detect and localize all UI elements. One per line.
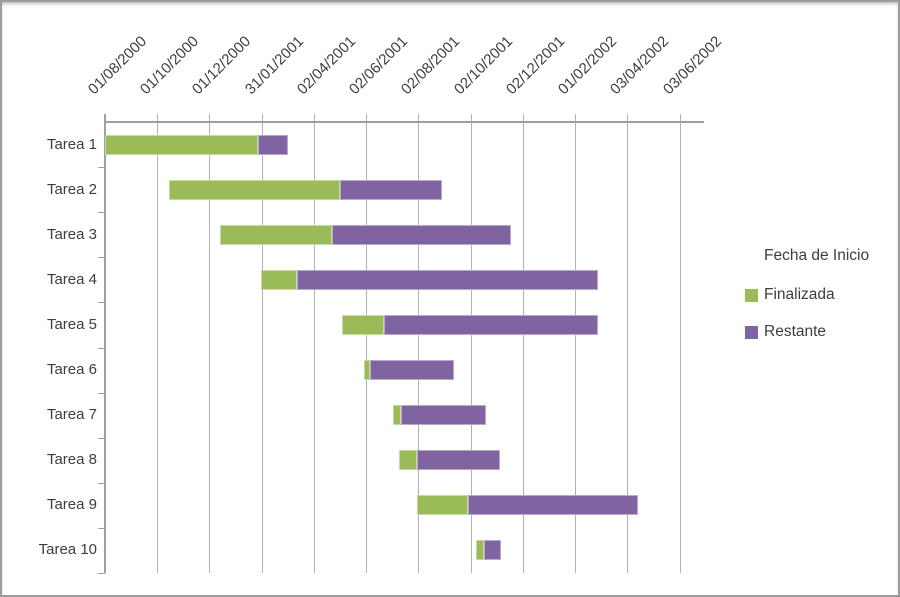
y-axis-tick (98, 302, 105, 304)
gridline (627, 114, 629, 573)
gantt-bar-restante (369, 360, 455, 381)
y-axis-label: Tarea 7 (46, 406, 97, 424)
y-axis-tick (98, 167, 105, 169)
gantt-bar-restante (468, 495, 639, 516)
y-axis-label: Tarea 5 (46, 315, 97, 333)
y-axis-label: Tarea 8 (46, 451, 97, 469)
gridline (522, 114, 524, 573)
legend-item-finalizada: Finalizada (745, 286, 897, 304)
gantt-bar-finalizada (169, 179, 340, 200)
y-axis-tick (98, 392, 105, 394)
gridline (470, 114, 472, 573)
gridline (679, 114, 681, 573)
gantt-bar-finalizada (398, 450, 417, 471)
gantt-bar-restante (484, 540, 501, 561)
gantt-bar-finalizada (219, 224, 332, 245)
y-axis-label: Tarea 6 (46, 361, 97, 379)
gantt-bar-finalizada (260, 269, 297, 290)
gantt-bar-restante (339, 179, 443, 200)
legend-item-label: Finalizada (764, 286, 835, 303)
legend-title: Fecha de Inicio (764, 247, 870, 264)
y-axis-label: Tarea 4 (46, 270, 97, 288)
y-axis-tick (98, 573, 105, 574)
y-axis-label: Tarea 3 (46, 225, 97, 243)
gantt-bar-finalizada (416, 495, 469, 516)
y-axis-tick (98, 527, 105, 529)
y-axis-tick (98, 212, 105, 214)
gantt-bar-finalizada (392, 405, 402, 426)
gantt-bar-finalizada (475, 540, 485, 561)
legend-item-restante: Restante (745, 323, 897, 341)
gridline (261, 114, 263, 573)
gantt-bar-restante (416, 450, 500, 471)
y-axis-tick (98, 482, 105, 484)
gantt-bar-finalizada (364, 360, 370, 381)
gridline (575, 114, 577, 573)
gantt-bar-restante (384, 314, 599, 335)
gridline (313, 114, 315, 573)
gantt-bar-finalizada (105, 134, 259, 155)
y-axis-label: Tarea 1 (46, 135, 97, 153)
gantt-bar-restante (296, 269, 599, 290)
y-axis-label: Tarea 9 (46, 496, 97, 514)
x-axis-line (105, 121, 704, 123)
gridline (366, 114, 368, 573)
legend-item-label: Restante (764, 323, 827, 340)
y-axis-label: Tarea 2 (46, 180, 97, 198)
legend: Fecha de Inicio Finalizada Restante (745, 247, 897, 360)
y-axis-line (104, 114, 106, 573)
gantt-bar-restante (258, 134, 289, 155)
gridline (157, 114, 159, 573)
gridline (209, 114, 211, 573)
y-axis-tick (98, 347, 105, 349)
gantt-bar-restante (331, 224, 511, 245)
gridline (418, 114, 420, 573)
restante-swatch-icon (745, 325, 758, 339)
y-axis-tick (98, 257, 105, 259)
gantt-bar-restante (401, 405, 487, 426)
gantt-bar-finalizada (342, 314, 385, 335)
y-axis-label: Tarea 10 (38, 541, 97, 559)
y-axis-tick (98, 437, 105, 439)
finalizada-swatch-icon (745, 288, 758, 302)
